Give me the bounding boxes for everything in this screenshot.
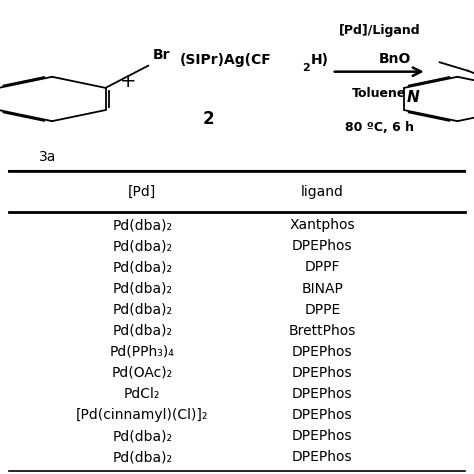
Text: Pd(dba)₂: Pd(dba)₂ [112, 324, 172, 338]
Text: (SIPr)Ag(CF: (SIPr)Ag(CF [180, 53, 272, 67]
Text: N: N [406, 90, 419, 105]
Text: Pd(OAc)₂: Pd(OAc)₂ [112, 366, 173, 380]
Text: DPEPhos: DPEPhos [292, 408, 353, 422]
Text: ligand: ligand [301, 185, 344, 199]
Text: DPEPhos: DPEPhos [292, 239, 353, 253]
Text: DPEPhos: DPEPhos [292, 429, 353, 443]
Text: [Pd]/Ligand: [Pd]/Ligand [338, 24, 420, 37]
Text: 3a: 3a [39, 150, 56, 164]
Text: Pd(dba)₂: Pd(dba)₂ [112, 218, 172, 232]
Text: Pd(PPh₃)₄: Pd(PPh₃)₄ [110, 345, 174, 359]
Text: DPPE: DPPE [304, 302, 340, 317]
Text: 2: 2 [203, 110, 214, 128]
Text: BnO: BnO [379, 52, 411, 66]
Text: +: + [120, 73, 136, 91]
Text: PdCl₂: PdCl₂ [124, 387, 160, 401]
Text: DPEPhos: DPEPhos [292, 366, 353, 380]
Text: [Pd(cinnamyl)(Cl)]₂: [Pd(cinnamyl)(Cl)]₂ [76, 408, 209, 422]
Text: Xantphos: Xantphos [290, 218, 355, 232]
Text: BINAP: BINAP [301, 282, 343, 295]
Text: BrettPhos: BrettPhos [289, 324, 356, 338]
Text: Pd(dba)₂: Pd(dba)₂ [112, 260, 172, 274]
Text: DPEPhos: DPEPhos [292, 450, 353, 465]
Text: Pd(dba)₂: Pd(dba)₂ [112, 302, 172, 317]
Text: Toluene: Toluene [352, 87, 406, 100]
Text: DPPF: DPPF [305, 260, 340, 274]
Text: Pd(dba)₂: Pd(dba)₂ [112, 450, 172, 465]
Text: Pd(dba)₂: Pd(dba)₂ [112, 282, 172, 295]
Text: DPEPhos: DPEPhos [292, 345, 353, 359]
Text: 80 ºC, 6 h: 80 ºC, 6 h [345, 121, 414, 135]
Text: 2: 2 [302, 63, 310, 73]
Text: Pd(dba)₂: Pd(dba)₂ [112, 239, 172, 253]
Text: Pd(dba)₂: Pd(dba)₂ [112, 429, 172, 443]
Text: DPEPhos: DPEPhos [292, 387, 353, 401]
Text: Br: Br [153, 48, 171, 62]
Text: [Pd]: [Pd] [128, 185, 156, 199]
Text: H): H) [310, 53, 328, 67]
